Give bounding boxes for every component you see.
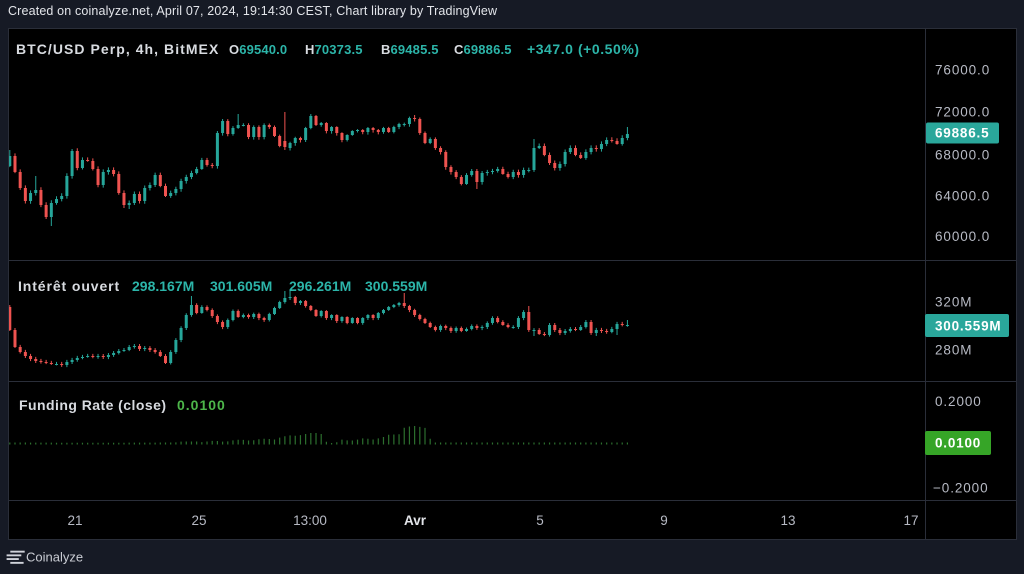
svg-text:O69540.0: O69540.0 xyxy=(229,42,287,57)
svg-text:60000.0: 60000.0 xyxy=(935,229,990,244)
svg-text:300.559M: 300.559M xyxy=(935,319,1001,334)
svg-text:5: 5 xyxy=(536,513,544,528)
svg-text:76000.0: 76000.0 xyxy=(935,63,990,78)
svg-text:296.261M: 296.261M xyxy=(289,278,351,294)
svg-text:13:00: 13:00 xyxy=(293,513,327,528)
svg-text:Avr: Avr xyxy=(404,513,427,528)
svg-text:13: 13 xyxy=(780,513,795,528)
svg-text:298.167M: 298.167M xyxy=(132,278,194,294)
svg-text:0.2000: 0.2000 xyxy=(935,394,982,409)
svg-text:B69485.5: B69485.5 xyxy=(381,42,439,57)
svg-text:17: 17 xyxy=(903,513,918,528)
svg-text:25: 25 xyxy=(191,513,206,528)
svg-text:64000.0: 64000.0 xyxy=(935,189,990,204)
svg-text:21: 21 xyxy=(67,513,82,528)
svg-text:C69886.5: C69886.5 xyxy=(454,42,512,57)
svg-text:0.0100: 0.0100 xyxy=(177,397,226,413)
svg-text:Funding Rate (close): Funding Rate (close) xyxy=(19,397,166,413)
svg-text:−0.2000: −0.2000 xyxy=(933,481,988,496)
svg-text:69886.5: 69886.5 xyxy=(935,126,989,141)
svg-text:320M: 320M xyxy=(935,295,972,310)
svg-text:72000.0: 72000.0 xyxy=(935,105,990,120)
svg-text:301.605M: 301.605M xyxy=(210,278,272,294)
svg-text:H70373.5: H70373.5 xyxy=(305,42,363,57)
svg-text:BTC/USD Perp, 4h, BitMEX: BTC/USD Perp, 4h, BitMEX xyxy=(16,41,219,57)
svg-text:300.559M: 300.559M xyxy=(365,278,427,294)
svg-text:Coinalyze: Coinalyze xyxy=(26,550,83,565)
svg-text:280M: 280M xyxy=(935,343,972,358)
svg-text:Intérêt ouvert: Intérêt ouvert xyxy=(18,278,120,294)
svg-text:+347.0 (+0.50%): +347.0 (+0.50%) xyxy=(527,41,640,57)
svg-text:0.0100: 0.0100 xyxy=(935,436,981,451)
svg-text:9: 9 xyxy=(660,513,668,528)
svg-text:68000.0: 68000.0 xyxy=(935,148,990,163)
